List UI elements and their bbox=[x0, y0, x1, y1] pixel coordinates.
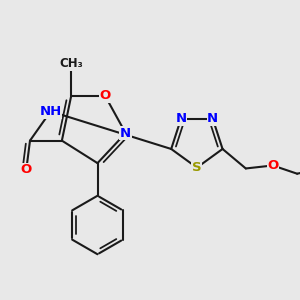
Text: N: N bbox=[176, 112, 187, 125]
Text: N: N bbox=[207, 112, 218, 125]
Text: NH: NH bbox=[40, 105, 62, 118]
Text: O: O bbox=[99, 89, 111, 102]
Text: CH₃: CH₃ bbox=[59, 57, 83, 70]
Text: O: O bbox=[267, 159, 278, 172]
Text: S: S bbox=[192, 161, 202, 174]
Text: N: N bbox=[120, 127, 131, 140]
Text: O: O bbox=[21, 164, 32, 176]
